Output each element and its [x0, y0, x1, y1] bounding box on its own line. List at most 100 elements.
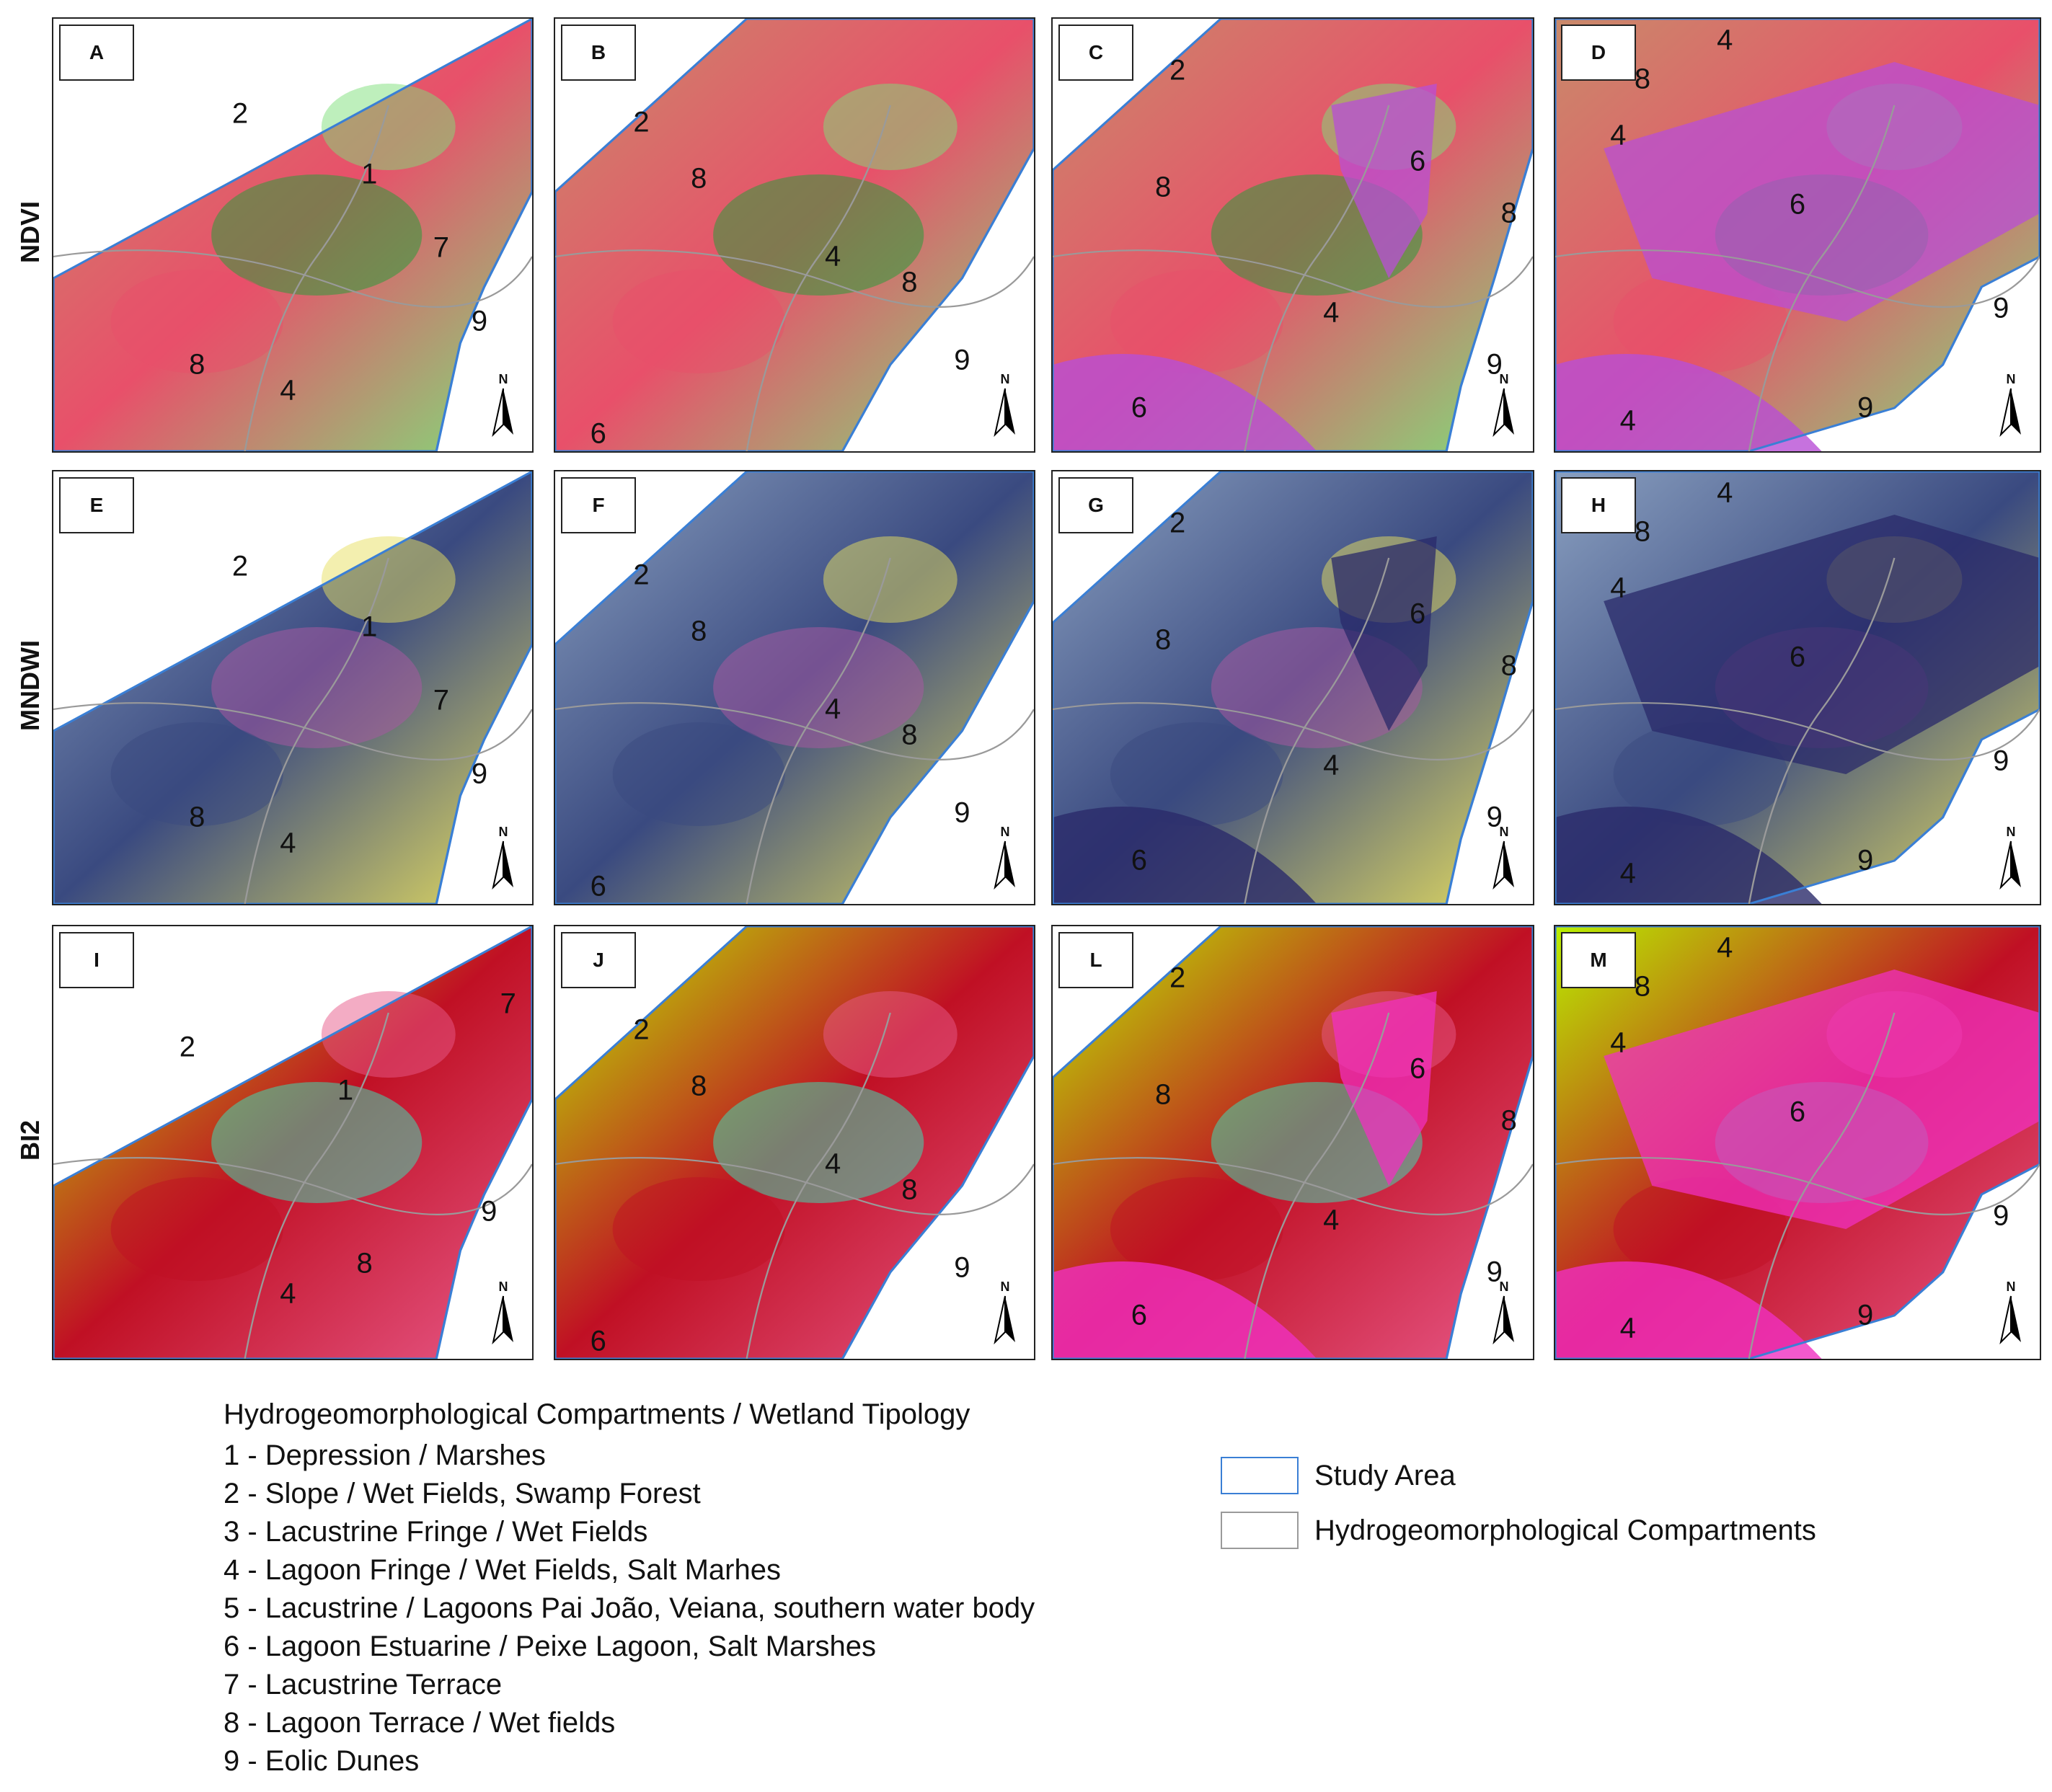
north-arrow-icon: N	[489, 1279, 518, 1349]
compartment-boundary	[1053, 1157, 1533, 1215]
north-arrow-shape	[1999, 840, 2021, 890]
row-label-bi2: BI2	[9, 925, 52, 1356]
compartment-boundary	[1555, 249, 2040, 308]
compartment-boundary	[1748, 557, 1896, 904]
zone-label: 9	[481, 1195, 497, 1228]
north-arrow-shape	[492, 388, 513, 438]
zone-label: 9	[1993, 745, 2009, 777]
zone-label: 8	[901, 1174, 918, 1206]
panel-letter: D	[1561, 25, 1636, 81]
north-label: N	[1000, 1279, 1010, 1294]
zone-label: 8	[1634, 970, 1651, 1003]
zone-label: 6	[1410, 1052, 1426, 1085]
compartment-boundary	[746, 1012, 891, 1359]
panel-letter: E	[59, 477, 134, 533]
compartment-boundary	[746, 557, 891, 904]
zone-label: 8	[189, 348, 205, 381]
zone-label: 8	[1634, 515, 1651, 548]
north-arrow-shape	[1999, 1295, 2021, 1345]
north-arrow-icon: N	[991, 1279, 1020, 1349]
compartment-boundary	[1053, 249, 1533, 308]
north-label: N	[1499, 825, 1509, 839]
row-label-text: BI2	[15, 1119, 45, 1161]
lagoon-area	[1331, 84, 1437, 278]
zone-label: 6	[590, 870, 606, 902]
map-image	[555, 926, 1034, 1359]
lagoon-area	[1555, 354, 1822, 451]
legend-item: 7 - Lacustrine Terrace	[224, 1669, 503, 1700]
lagoon-area	[1604, 62, 2040, 321]
compartment-boundary	[53, 702, 532, 760]
zone-label: 4	[1610, 119, 1627, 151]
map-panel-l: L 2 8 6 8 4 9 6 N	[1051, 925, 1534, 1360]
zone-label: 4	[1619, 857, 1636, 890]
lagoon-area	[1555, 807, 1822, 904]
zone-label: 9	[954, 797, 970, 829]
legend-title: Hydrogeomorphological Compartments / Wet…	[224, 1398, 970, 1430]
zone-label: 1	[361, 158, 378, 190]
map-image	[1555, 471, 2040, 904]
north-arrow-shape	[994, 840, 1015, 890]
map-panel-a: A 2 1 7 9 8 4 N	[52, 17, 534, 453]
map-image	[53, 926, 532, 1359]
panel-letter: C	[1058, 25, 1133, 81]
zone-label: 8	[1155, 1078, 1172, 1111]
north-arrow-shape	[492, 840, 513, 890]
map-panel-f: F 2 8 4 8 9 6 N	[554, 470, 1035, 905]
panel-letter: B	[561, 25, 636, 81]
zone-label: 6	[1410, 598, 1426, 630]
lagoon-area	[1331, 991, 1437, 1186]
zone-label: 4	[824, 693, 841, 725]
north-label: N	[2006, 372, 2016, 386]
north-arrow-icon: N	[1996, 825, 2025, 894]
north-arrow-shape	[994, 1295, 1015, 1345]
zone-label: 4	[1323, 1204, 1340, 1236]
north-arrow-shape	[492, 1295, 513, 1345]
compartment-boundary	[53, 249, 532, 308]
north-arrow-shape	[994, 388, 1015, 438]
zone-label: 6	[1131, 391, 1147, 424]
study-area-boundary	[1053, 471, 1533, 904]
zone-label: 4	[280, 1277, 296, 1310]
lagoon-area	[1604, 515, 2040, 774]
north-arrow-icon: N	[1996, 1279, 2025, 1349]
north-label: N	[498, 1279, 508, 1294]
panel-letter: I	[59, 932, 134, 988]
study-area-boundary	[1053, 926, 1533, 1359]
compartments-swatch	[1221, 1512, 1299, 1549]
zone-label: 8	[691, 1070, 707, 1102]
panel-letter: F	[561, 477, 636, 533]
compartment-boundary	[746, 105, 891, 451]
zone-label: 8	[1155, 624, 1172, 656]
study-area-boundary	[555, 19, 1034, 451]
study-area-boundary	[555, 926, 1034, 1359]
map-panel-e: E 2 1 7 9 8 4 N	[52, 470, 534, 905]
panel-letter: J	[561, 932, 636, 988]
map-panel-g: G 2 8 6 8 4 9 6 N	[1051, 470, 1534, 905]
compartment-boundary	[1244, 105, 1390, 451]
map-image	[1555, 926, 2040, 1359]
lagoon-area	[1331, 536, 1437, 731]
zone-label: 9	[954, 1251, 970, 1284]
compartment-boundary	[244, 557, 389, 904]
map-image	[1053, 19, 1533, 451]
compartment-boundary	[555, 702, 1034, 760]
compartment-boundary	[1555, 702, 2040, 760]
north-arrow-icon: N	[489, 372, 518, 441]
north-label: N	[2006, 1279, 2016, 1294]
zone-label: 2	[633, 559, 650, 591]
north-arrow-icon: N	[991, 825, 1020, 894]
compartment-boundary	[244, 105, 389, 451]
north-arrow-shape	[1492, 840, 1514, 890]
row-label-text: NDVI	[15, 200, 45, 264]
zone-label: 9	[1857, 391, 1874, 424]
compartment-boundary	[555, 1157, 1034, 1215]
zone-label: 8	[691, 162, 707, 195]
north-label: N	[498, 372, 508, 386]
legend-item: 1 - Depression / Marshes	[224, 1440, 546, 1471]
north-arrow-icon: N	[1490, 372, 1518, 441]
zone-label: 7	[433, 684, 449, 717]
zone-label: 2	[231, 550, 249, 582]
zone-label: 8	[691, 615, 707, 647]
